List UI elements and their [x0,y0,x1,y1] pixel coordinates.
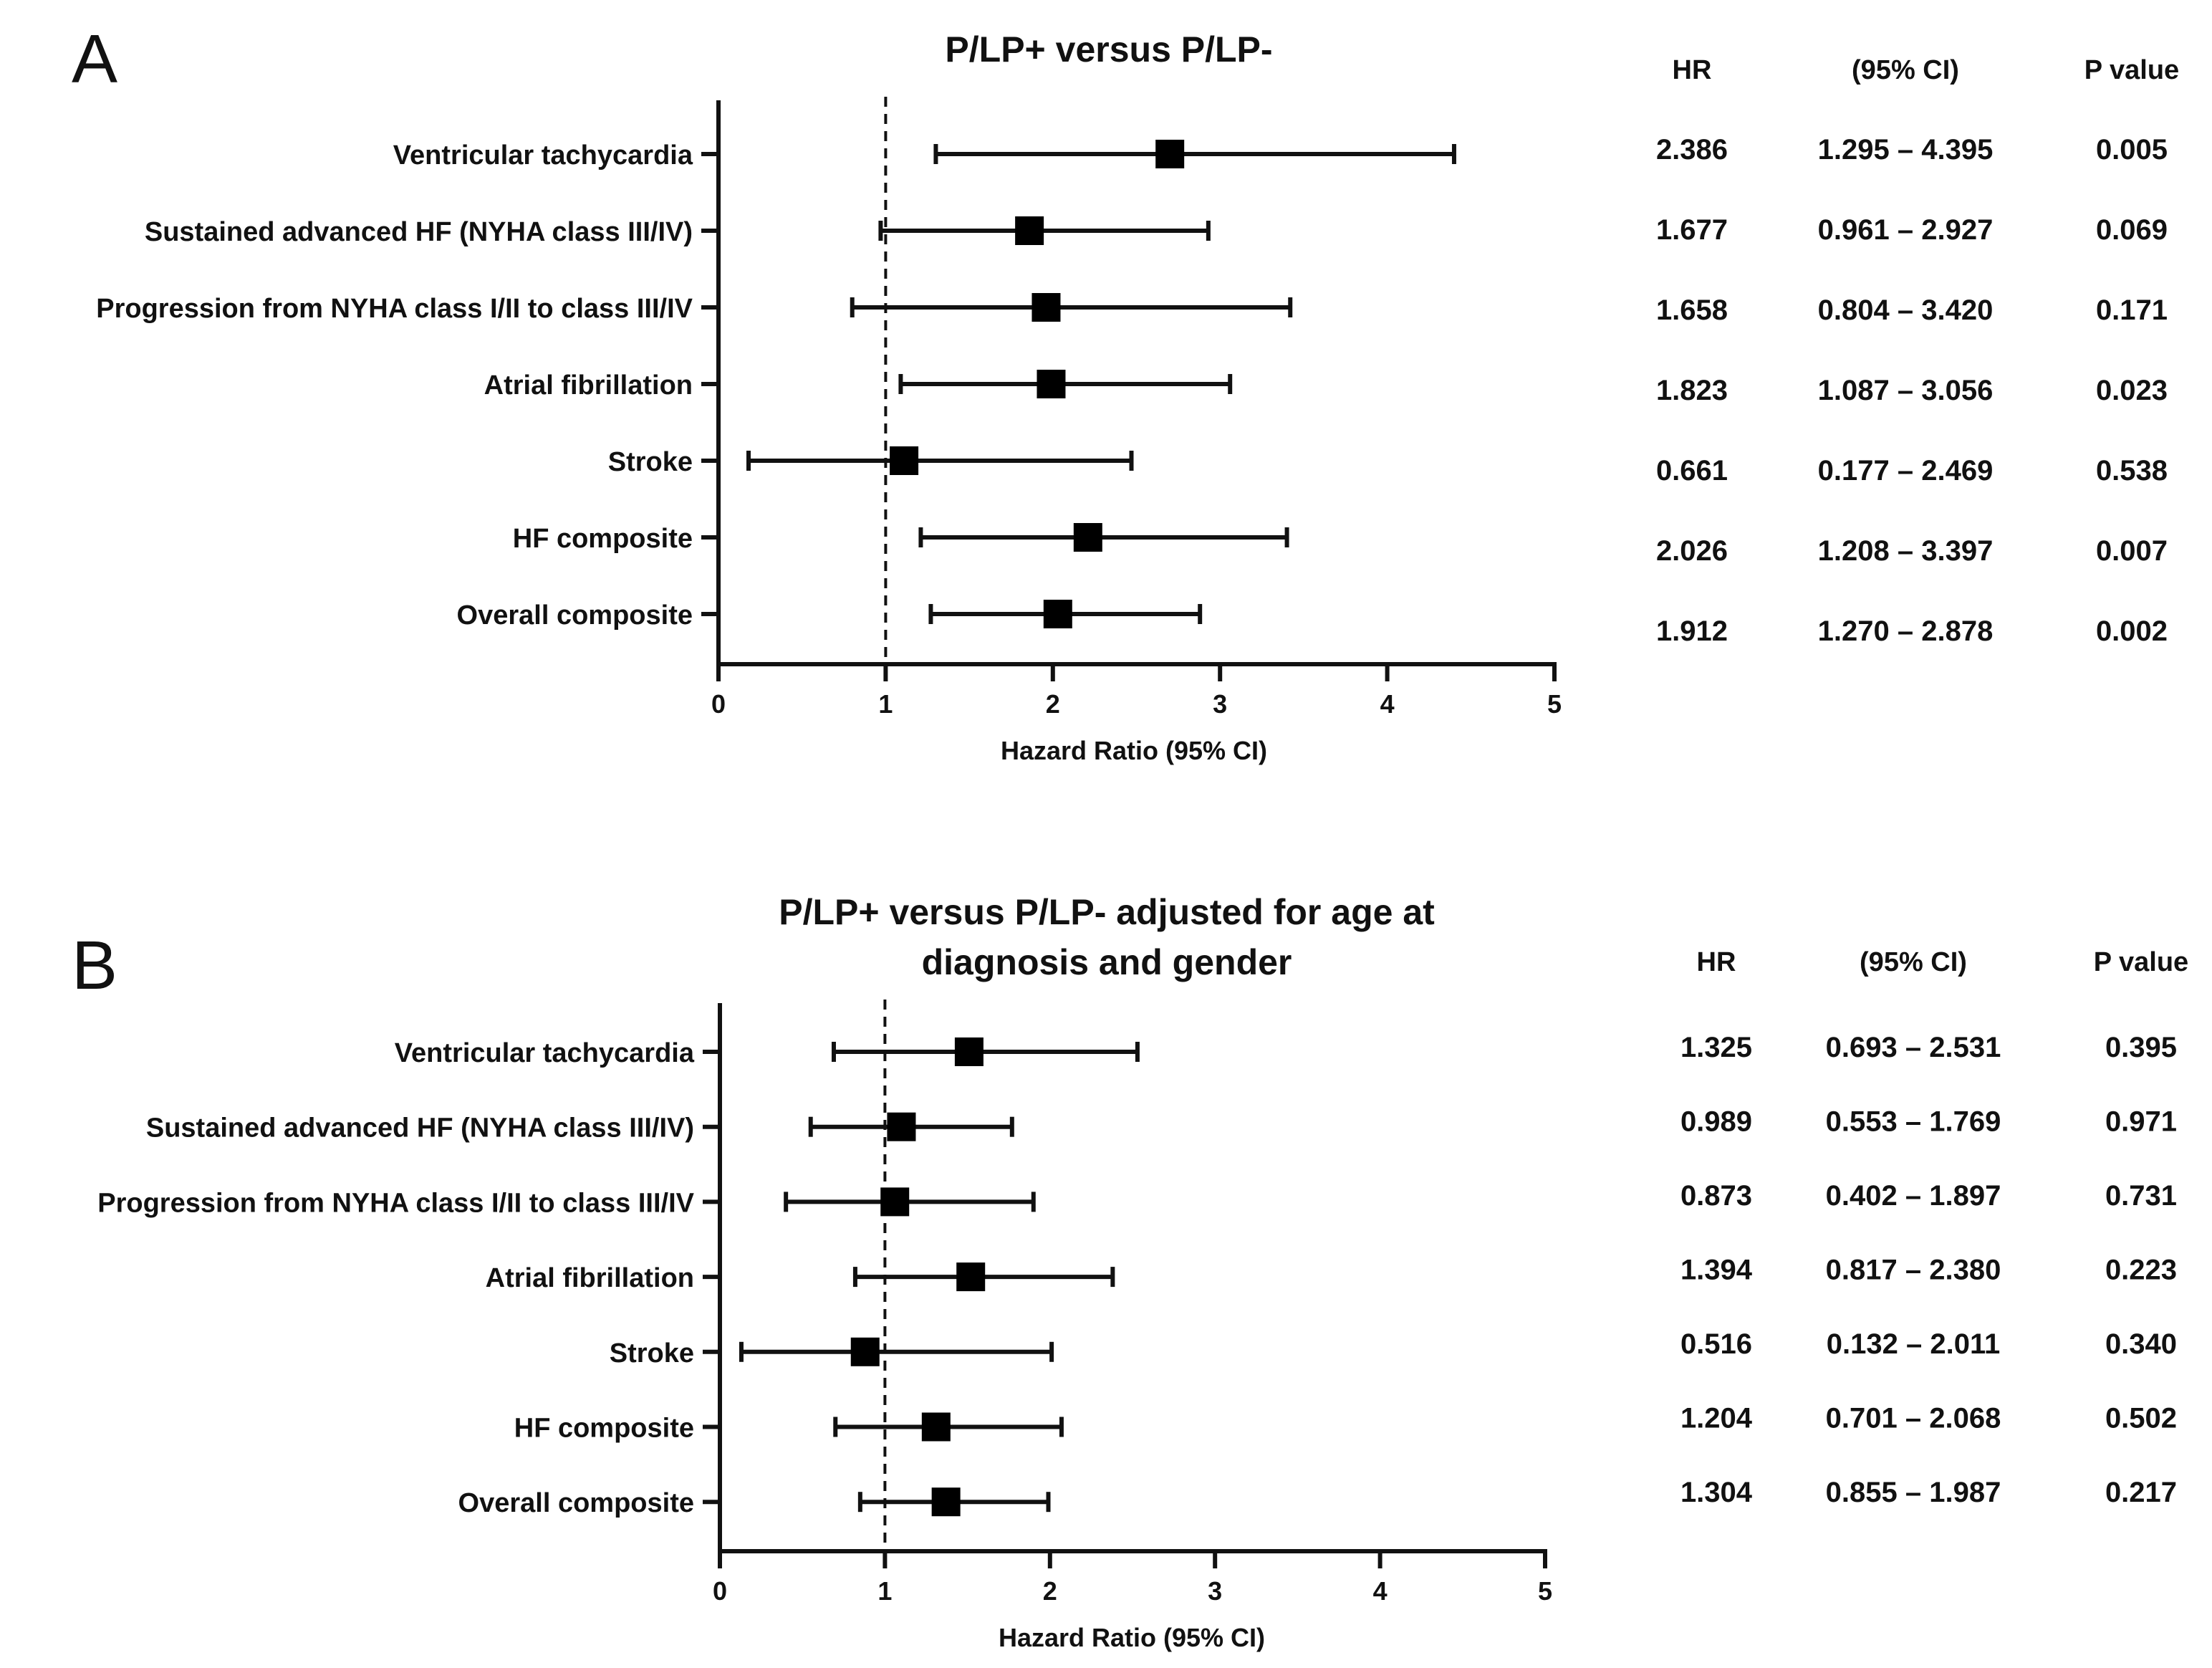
panel-a-title-line-1: P/LP+ versus P/LP- [945,29,1272,70]
panel-a-row-1-ci-value: 1.295 – 4.395 [1818,134,1994,166]
panel-b-row-3-hr-value: 0.873 [1680,1180,1752,1212]
panel-a-row-5-hr-value: 0.661 [1656,455,1728,486]
panel-b-x-tick-label-2: 2 [1043,1576,1057,1606]
panel-b-row-2-hr-value: 0.989 [1680,1106,1752,1138]
panel-b-row-4-ci-value: 0.817 – 2.380 [1826,1255,2001,1286]
panel-a-column-header-3: P value [2084,55,2179,85]
panel-b-column-header-3: P value [2094,947,2188,977]
panel-a-row-6-hr-value: 2.026 [1656,535,1728,567]
panel-a-row-3-p-value: 0.171 [2096,294,2168,326]
panel-b-row-5-hr-marker [850,1337,880,1366]
panel-a-row-2-ci-value: 0.961 – 2.927 [1818,214,1994,246]
panel-b-row-6-hr-marker [921,1412,951,1442]
panel-a-column-header-2: (95% CI) [1852,55,1959,85]
panel-a-row-7-label: Overall composite [457,600,693,631]
panel-a-row-2-hr-value: 1.677 [1656,214,1728,246]
panel-a-row-7-hr-value: 1.912 [1656,615,1728,647]
panel-b-x-tick-label-1: 1 [877,1576,892,1606]
panel-b-row-7-hr-value: 1.304 [1680,1477,1753,1508]
panel-a-row-7-ci-value: 1.270 – 2.878 [1818,615,1994,647]
panel-a-column-header-1: HR [1673,55,1712,85]
panel-b-x-tick-label-0: 0 [713,1576,727,1606]
panel-a-x-tick-label-0: 0 [711,689,726,719]
panel-a-row-5-p-value: 0.538 [2096,455,2168,486]
panel-b-x-tick-label-4: 4 [1373,1576,1388,1606]
panel-a-row-1-hr-value: 2.386 [1656,134,1728,166]
panel-b-row-6-p-value: 0.502 [2105,1403,2177,1434]
panel-a-x-tick-label-4: 4 [1380,689,1395,719]
panel-b-row-7-hr-marker [931,1487,961,1517]
panel-b-row-6-label: HF composite [514,1414,694,1444]
panel-a-row-4-hr-marker [1037,370,1066,398]
panel-a-row-5-ci-value: 0.177 – 2.469 [1818,455,1994,486]
panel-b-column-header-1: HR [1697,947,1736,977]
panel-a-row-6-hr-marker [1073,523,1102,552]
panel-a-x-tick-label-2: 2 [1046,689,1060,719]
panel-b-row-1-hr-marker [954,1037,984,1066]
panel-a-row-3-ci-value: 0.804 – 3.420 [1818,294,1994,326]
panel-b-row-7-ci-value: 0.855 – 1.987 [1826,1477,2001,1508]
panel-a-row-4-p-value: 0.023 [2096,375,2168,406]
panel-b-column-header-2: (95% CI) [1860,947,1967,977]
panel-b-row-5-hr-value: 0.516 [1680,1328,1752,1360]
panel-a-row-3-label: Progression from NYHA class I/II to clas… [96,294,693,324]
panel-b-x-tick-label-3: 3 [1208,1576,1222,1606]
panel-b-row-1-label: Ventricular tachycardia [395,1038,695,1068]
panel-b-row-2-p-value: 0.971 [2105,1106,2177,1138]
panel-b-row-6-hr-value: 1.204 [1680,1403,1753,1434]
panel-b-row-4-hr-value: 1.394 [1680,1255,1753,1286]
panel-b-row-4-hr-marker [956,1262,986,1292]
panel-b-row-3-p-value: 0.731 [2105,1180,2177,1212]
panel-a-letter: A [72,21,117,97]
panel-b-row-2-hr-marker [887,1112,916,1141]
panel-b-row-5-label: Stroke [610,1338,694,1369]
panel-a-row-4-ci-value: 1.087 – 3.056 [1818,375,1994,406]
panel-b-row-1-ci-value: 0.693 – 2.531 [1826,1032,2001,1063]
panel-b-title-line-2: diagnosis and gender [922,942,1292,982]
panel-a-row-1-label: Ventricular tachycardia [393,140,693,171]
panel-a-row-6-label: HF composite [513,524,693,554]
panel-a-row-4-hr-value: 1.823 [1656,375,1728,406]
panel-b-row-2-ci-value: 0.553 – 1.769 [1826,1106,2001,1138]
panel-b-row-5-p-value: 0.340 [2105,1328,2177,1360]
panel-b-x-axis-label: Hazard Ratio (95% CI) [999,1623,1265,1652]
panel-a-row-1-hr-marker [1155,140,1185,168]
panel-a-row-2-label: Sustained advanced HF (NYHA class III/IV… [145,217,693,247]
panel-a-x-tick-label-3: 3 [1213,689,1227,719]
panel-b-row-4-label: Atrial fibrillation [486,1263,694,1293]
panel-a-row-2-hr-marker [1015,216,1044,245]
panel-b-row-2-label: Sustained advanced HF (NYHA class III/IV… [146,1113,694,1144]
panel-b-row-4-p-value: 0.223 [2105,1255,2177,1286]
panel-a-row-6-p-value: 0.007 [2096,535,2168,567]
panel-b-row-3-ci-value: 0.402 – 1.897 [1826,1180,2001,1212]
panel-a-row-4-label: Atrial fibrillation [484,370,693,401]
panel-a-row-2-p-value: 0.069 [2096,214,2168,246]
panel-b-row-6-ci-value: 0.701 – 2.068 [1826,1403,2001,1434]
panel-a-x-axis-label: Hazard Ratio (95% CI) [1001,736,1267,765]
panel-b-row-7-p-value: 0.217 [2105,1477,2177,1508]
panel-a-x-tick-label-1: 1 [878,689,893,719]
panel-b-row-1-p-value: 0.395 [2105,1032,2177,1063]
panel-a-row-3-hr-value: 1.658 [1656,294,1728,326]
panel-a-row-7-hr-marker [1043,600,1072,628]
panel-b-row-3-hr-marker [880,1187,910,1217]
panel-a-row-6-ci-value: 1.208 – 3.397 [1818,535,1994,567]
panel-a-row-5-label: Stroke [608,447,693,477]
panel-b-letter: B [72,927,117,1004]
panel-b-row-3-label: Progression from NYHA class I/II to clas… [97,1188,694,1218]
panel-b-row-1-hr-value: 1.325 [1680,1032,1752,1063]
panel-a-row-3-hr-marker [1032,293,1061,322]
panel-a-row-7-p-value: 0.002 [2096,615,2168,647]
panel-b-row-5-ci-value: 0.132 – 2.011 [1827,1328,2000,1360]
panel-b-x-tick-label-5: 5 [1538,1576,1552,1606]
panel-a-row-1-p-value: 0.005 [2096,134,2168,166]
panel-b-title-line-1: P/LP+ versus P/LP- adjusted for age at [779,892,1435,932]
panel-a-x-tick-label-5: 5 [1547,689,1562,719]
panel-a-row-5-hr-marker [890,446,919,475]
panel-b-row-7-label: Overall composite [458,1488,694,1518]
